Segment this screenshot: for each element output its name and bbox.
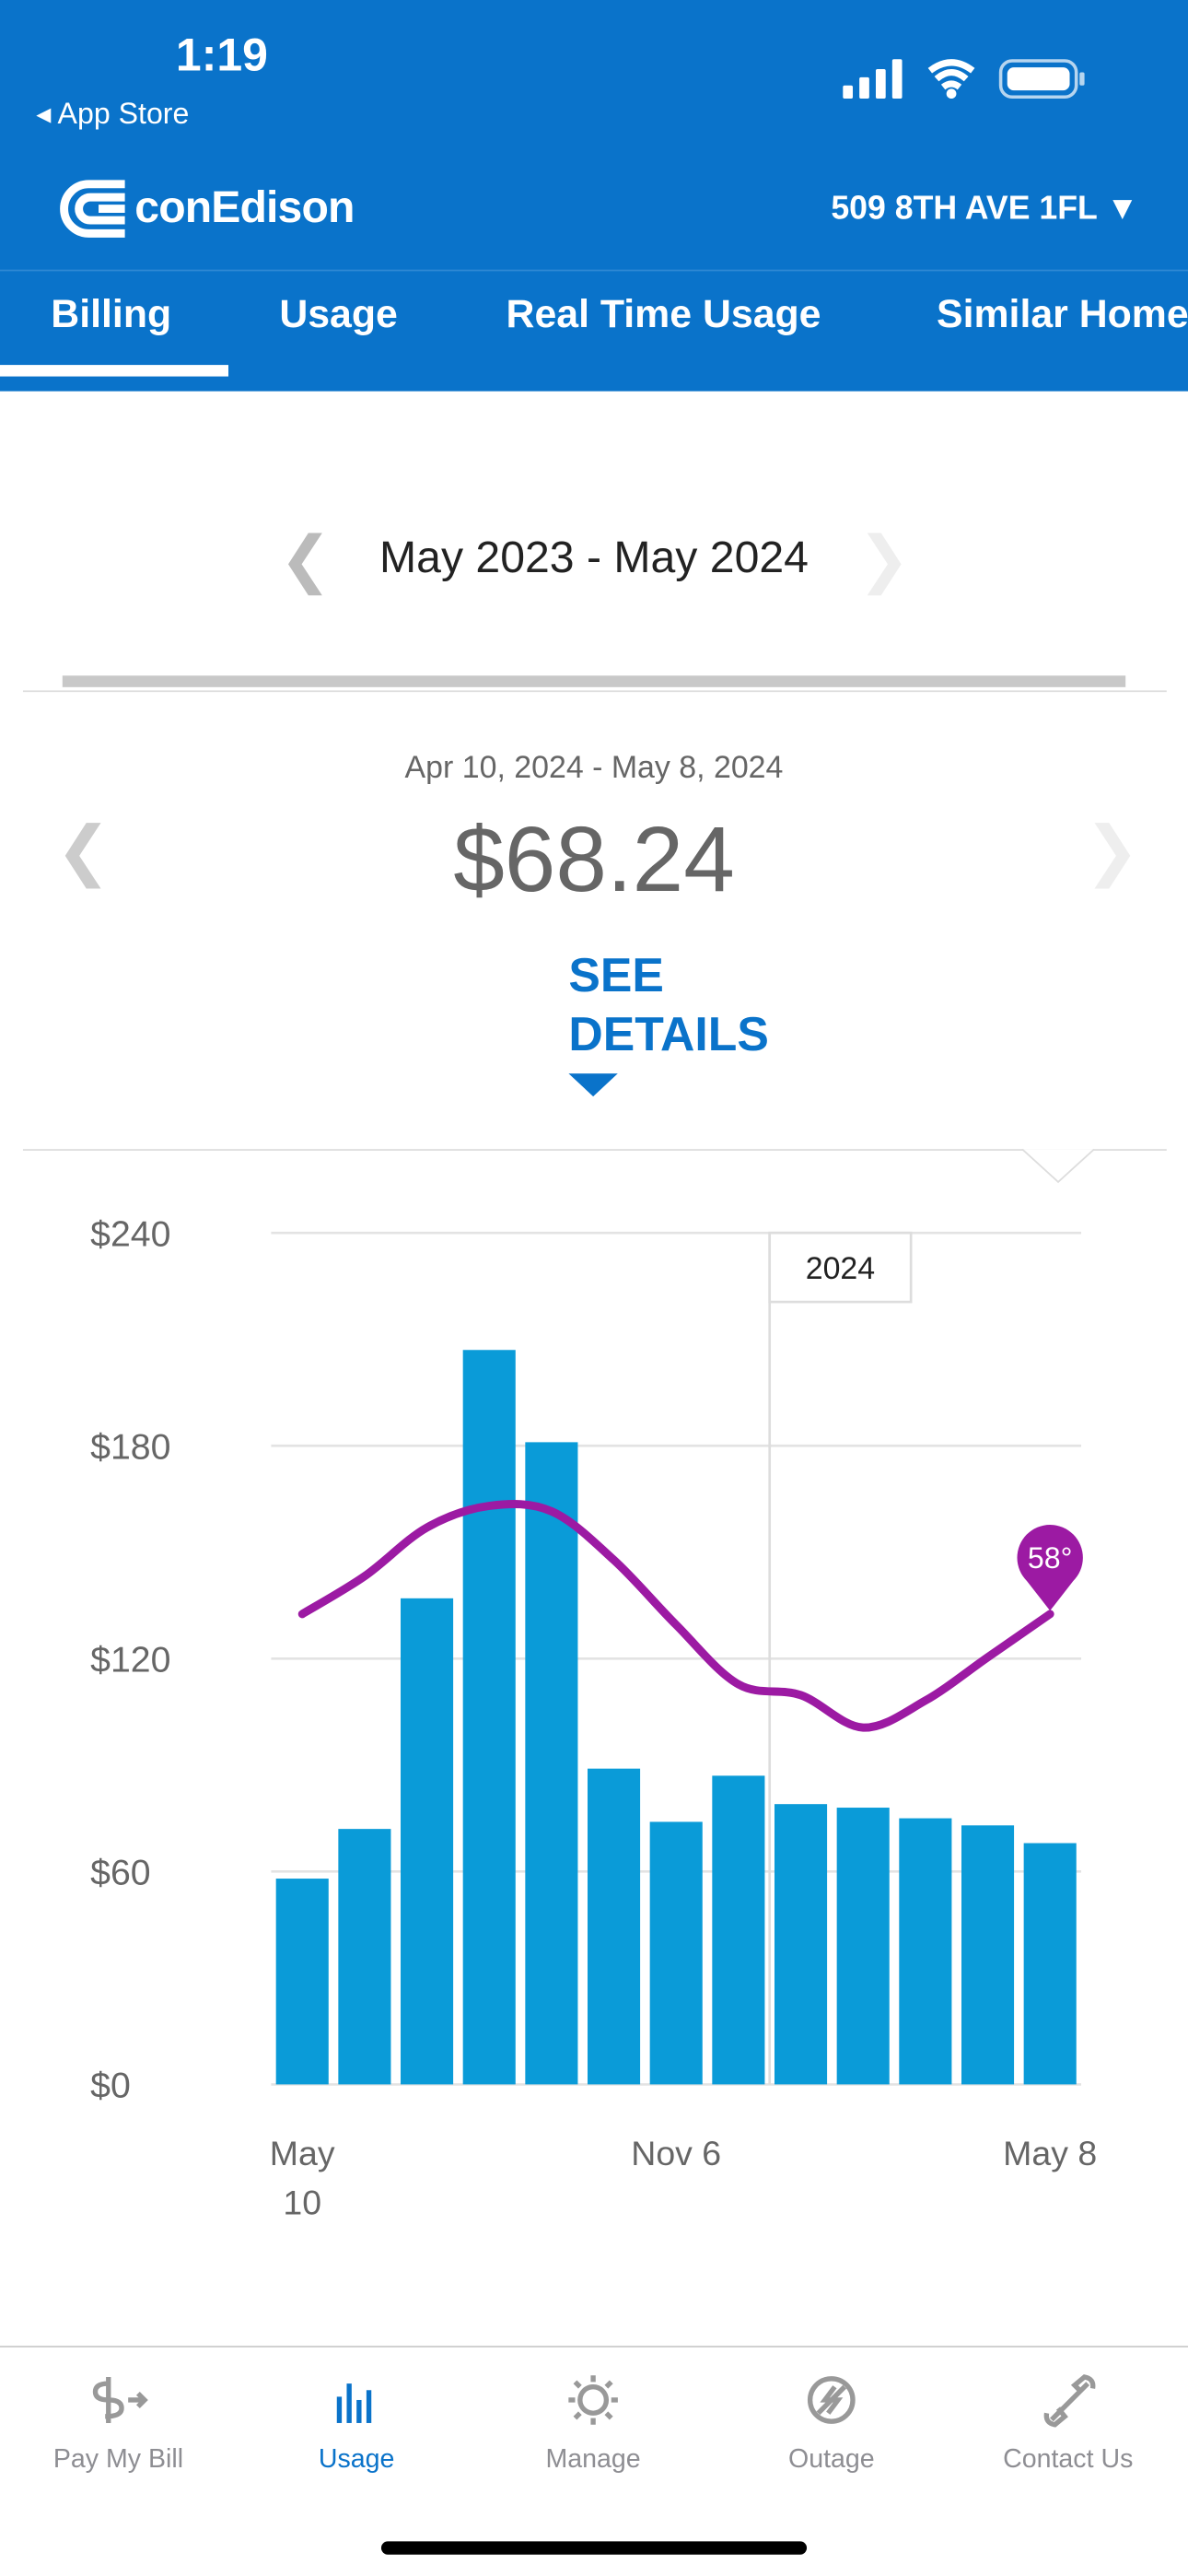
temperature-pin [1017, 1525, 1083, 1611]
y-tick-label: $120 [90, 1640, 170, 1680]
tab[interactable]: Real Time Usage [506, 292, 821, 337]
scroll-bar [62, 675, 1126, 687]
bar [1023, 1843, 1077, 2085]
details-arrow [568, 1073, 618, 1097]
bar [275, 1879, 329, 2085]
x-tick-label: May 8 [1003, 2135, 1098, 2173]
address-selector[interactable]: 509 8TH AVE 1FL ▼ [831, 190, 1139, 228]
header: 1:19 ◂ App Store conEdison 509 8TH AVE 1… [0, 0, 1188, 392]
address[interactable]: 509 8TH AVE 1FL [831, 190, 1098, 228]
nav-item[interactable]: Outage [787, 2445, 875, 2475]
divider [0, 2346, 1188, 2348]
y-tick-label: $0 [90, 2066, 131, 2106]
brand: conEdison [134, 182, 355, 232]
y-tick-label: $240 [90, 1213, 170, 1254]
prev-period[interactable]: ❮ [279, 525, 332, 595]
nav-item[interactable]: Manage [545, 2445, 641, 2475]
next-bill[interactable]: ❯ [1084, 814, 1140, 888]
bar [836, 1808, 890, 2085]
bar [525, 1442, 578, 2085]
y-tick-label: $180 [90, 1427, 170, 1468]
nav-item[interactable]: Contact Us [1003, 2445, 1134, 2475]
bar [649, 1821, 703, 2085]
chart: $0 $60 $120 $180 $240 2024 58° [90, 1213, 1083, 2106]
back-app[interactable]: App Store [57, 97, 190, 130]
see-details[interactable]: SEE DETAILS [568, 950, 769, 1062]
bar [587, 1768, 641, 2085]
tab-indicator [0, 365, 229, 377]
temperature-line [297, 1500, 1054, 1732]
next-period[interactable]: ❯ [857, 525, 911, 595]
bar [462, 1350, 516, 2085]
bar [712, 1775, 765, 2085]
nav-item[interactable]: Pay My Bill [52, 2445, 184, 2475]
back-link[interactable]: ◂ App Store [36, 97, 190, 130]
divider [0, 269, 1188, 272]
tab[interactable]: Similar Homes [937, 292, 1188, 337]
bar [774, 1804, 828, 2085]
logo-mark [60, 180, 125, 238]
status-icons [843, 59, 1085, 100]
tab[interactable]: Billing [51, 292, 172, 337]
divider [22, 1149, 1167, 1151]
x-tick-label: Nov 6 [631, 2135, 722, 2173]
temperature-label: 58° [1028, 1541, 1073, 1575]
bill-dates: Apr 10, 2024 - May 8, 2024 [404, 751, 784, 786]
pointer [1021, 1149, 1095, 1184]
time: 1:19 [175, 29, 268, 81]
bar [338, 1829, 391, 2085]
bill-amount: $68.24 [453, 807, 735, 911]
bar [899, 1818, 952, 2085]
y-tick-label: $60 [90, 1853, 151, 1893]
divider [22, 690, 1167, 693]
x-tick-label: May 10 [269, 2135, 335, 2223]
nav-item[interactable]: Usage [318, 2445, 395, 2475]
bar [401, 1598, 454, 2085]
year-box [768, 1231, 913, 1304]
nav-icons [92, 2374, 1096, 2428]
period-range: May 2023 - May 2024 [379, 533, 809, 582]
tab[interactable]: Usage [279, 292, 398, 337]
prev-bill[interactable]: ❮ [55, 814, 111, 888]
home-indicator [380, 2541, 808, 2555]
bar [961, 1825, 1015, 2085]
year-label: 2024 [806, 1251, 875, 1286]
